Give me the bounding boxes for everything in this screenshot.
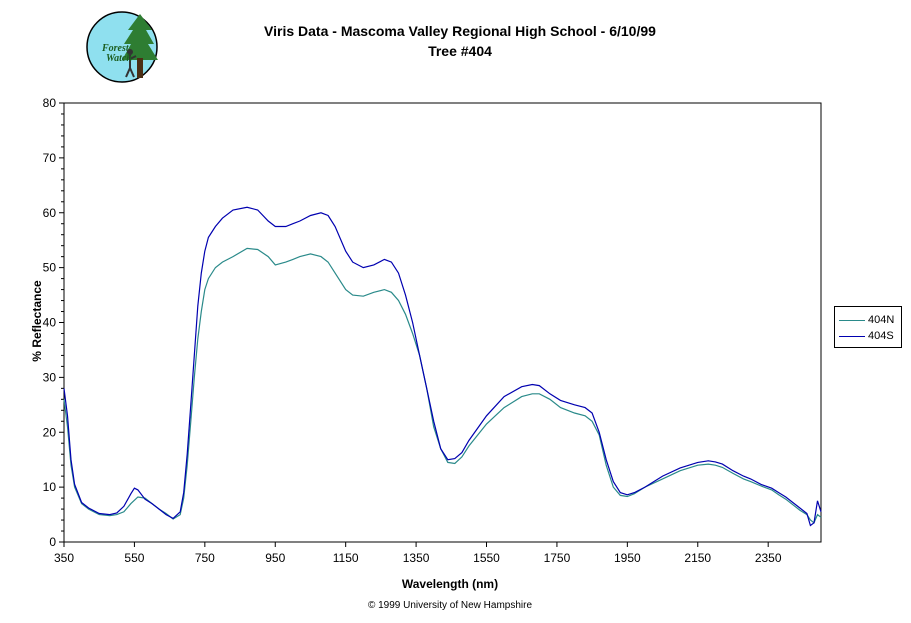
legend-entry-404N: 404N (839, 313, 894, 327)
plot-area (63, 102, 822, 543)
y-tick-label: 30 (43, 370, 57, 384)
x-tick-label: 1350 (403, 551, 430, 565)
chart-title: Viris Data - Mascoma Valley Regional Hig… (264, 23, 656, 39)
y-tick-label: 50 (43, 261, 57, 275)
y-tick-label: 0 (49, 535, 56, 549)
legend-entry-404S: 404S (839, 329, 894, 343)
legend: 404N 404S (834, 306, 902, 348)
x-tick-label: 950 (265, 551, 285, 565)
x-tick-label: 2350 (755, 551, 782, 565)
legend-swatch-404S (839, 335, 865, 337)
y-tick-label: 70 (43, 151, 57, 165)
x-tick-label: 1750 (544, 551, 571, 565)
copyright-text: © 1999 University of New Hampshire (367, 600, 533, 611)
x-tick-label: 1950 (614, 551, 641, 565)
x-tick-label: 1150 (333, 551, 359, 565)
y-tick-label: 20 (43, 425, 57, 439)
axis-ticks: 350 550 750 950 1150 1350 1550 1750 1950 2150 2350… (43, 96, 782, 565)
x-axis-label: Wavelength (nm) (401, 577, 499, 591)
forest-watch-logo: Forest Watch (86, 11, 158, 83)
tree-icon (122, 14, 158, 78)
y-axis-label: % Reflectance (30, 280, 44, 362)
x-tick-label: 1550 (473, 551, 500, 565)
y-tick-label: 80 (43, 96, 57, 110)
x-tick-label: 2150 (684, 551, 711, 565)
series-line-404N (63, 247, 822, 524)
x-tick-label: 350 (54, 551, 74, 565)
y-tick-label: 60 (43, 206, 57, 220)
chart-subtitle: Tree #404 (428, 43, 492, 59)
series-line-404S (63, 206, 822, 527)
legend-label-404S: 404S (868, 330, 894, 342)
x-tick-label: 750 (195, 551, 215, 565)
legend-swatch-404N (839, 319, 865, 321)
y-tick-label: 40 (43, 316, 57, 330)
y-tick-label: 10 (43, 480, 57, 494)
series-layer (63, 206, 822, 527)
person-icon (125, 49, 137, 78)
legend-label-404N: 404N (868, 314, 895, 326)
logo-text-top: Forest (101, 43, 130, 54)
x-tick-label: 550 (124, 551, 144, 565)
logo-text-bottom: Watch (106, 53, 132, 64)
